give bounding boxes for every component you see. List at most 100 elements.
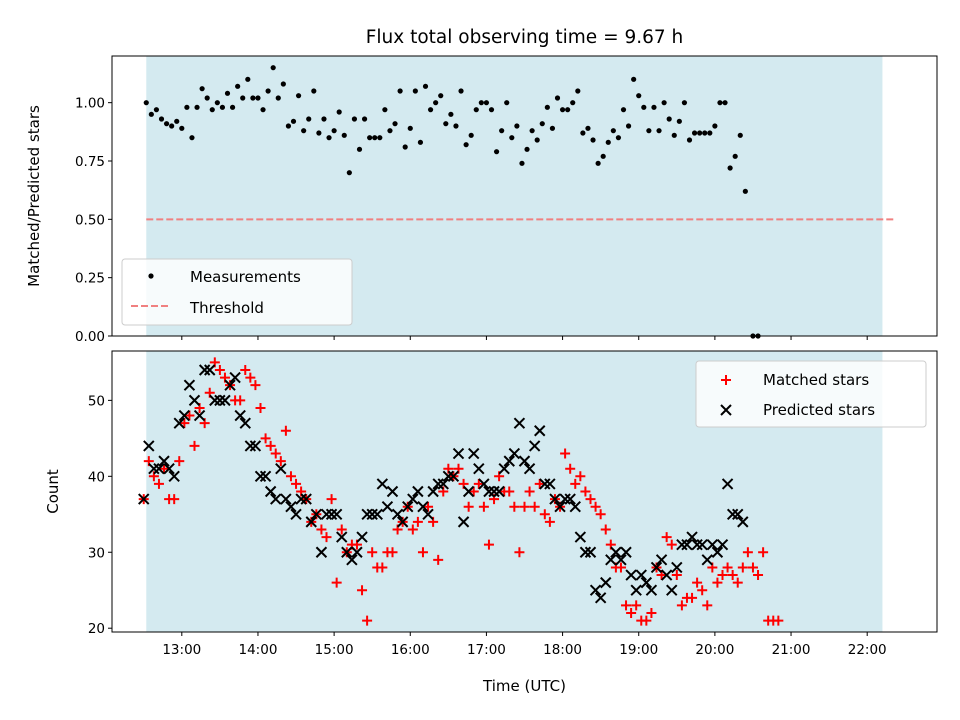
matched-star-point <box>671 570 682 581</box>
predicted-star-point <box>574 531 587 543</box>
measurement-point <box>270 65 276 71</box>
matched-star-point <box>666 539 677 550</box>
measurement-point <box>306 116 312 122</box>
measurement-point <box>194 104 200 110</box>
legend-threshold-label: Threshold <box>189 299 264 317</box>
measurement-point <box>575 88 581 94</box>
matched-star-point <box>387 547 398 558</box>
chart-title: Flux total observing time = 9.67 h <box>366 27 684 48</box>
measurement-point <box>585 125 591 131</box>
predicted-star-point <box>346 554 358 566</box>
predicted-star-point <box>721 478 734 490</box>
matched-star-point <box>524 486 535 497</box>
predicted-star-point <box>620 546 632 558</box>
matched-star-point <box>615 562 626 573</box>
matched-star-point <box>742 547 753 558</box>
measurement-point <box>539 121 545 127</box>
predicted-star-point <box>275 463 287 475</box>
measurement-point <box>331 128 337 134</box>
x-tick-label: 22:00 <box>848 642 887 658</box>
predicted-star-point <box>168 470 180 483</box>
predicted-star-point <box>356 531 368 543</box>
measurement-point <box>250 95 256 101</box>
legend-box <box>121 258 353 326</box>
measurement-point <box>712 123 718 129</box>
measurement-point <box>275 95 281 101</box>
matched-star-point <box>585 494 596 505</box>
predicted-star-point <box>193 409 206 422</box>
measurement-point <box>483 100 490 106</box>
measurement-point <box>478 100 484 106</box>
predicted-star-point <box>625 569 637 581</box>
predicted-star-point <box>559 493 571 505</box>
matched-star-point <box>692 577 703 588</box>
predicted-star-point <box>432 478 444 490</box>
predicted-star-point <box>706 538 719 551</box>
matched-star-point <box>565 463 576 474</box>
measurement-point <box>189 135 195 141</box>
predicted-star-point <box>488 485 500 498</box>
matched-star-point <box>240 364 251 375</box>
predicted-star-point <box>427 485 439 498</box>
measurement-point <box>433 100 439 106</box>
measurement-point <box>280 81 286 87</box>
matched-star-point <box>727 570 738 581</box>
measurement-point <box>651 104 657 110</box>
predicted-star-point <box>407 493 419 505</box>
predicted-star-point <box>143 440 155 452</box>
measurement-point <box>554 95 561 101</box>
predicted-star-point <box>716 538 729 551</box>
measurement-point <box>229 104 236 110</box>
predicted-star-point <box>173 417 185 429</box>
measurement-point <box>595 160 601 166</box>
matched-star-point <box>722 562 733 573</box>
predicted-star-point <box>640 576 653 589</box>
predicted-star-point <box>437 478 449 490</box>
legend-measurements-marker <box>148 273 154 279</box>
measurement-point <box>499 128 505 134</box>
matched-star-point <box>504 486 515 497</box>
matched-star-point <box>214 364 225 375</box>
measurement-point <box>686 137 693 143</box>
matched-star-point <box>433 554 444 565</box>
matched-star-point <box>250 380 261 391</box>
measurement-point <box>453 123 459 129</box>
predicted-star-point <box>478 478 490 490</box>
predicted-star-point <box>498 463 510 475</box>
measurement-point <box>691 130 698 136</box>
predicted-star-point <box>330 508 343 520</box>
measurement-point <box>565 107 571 113</box>
matched-star-point <box>529 501 540 512</box>
matched-star-point <box>773 615 784 626</box>
matched-star-point <box>331 577 342 588</box>
matched-star-point <box>174 456 185 467</box>
predicted-star-point <box>610 546 622 558</box>
matched-star-point <box>265 440 276 451</box>
predicted-star-point <box>351 546 363 558</box>
matched-star-point <box>473 478 484 489</box>
measurement-point <box>422 83 429 89</box>
matched-star-point <box>570 478 581 489</box>
matched-star-point <box>483 539 494 550</box>
top-legend: Measurements Threshold <box>121 258 353 326</box>
predicted-star-point <box>630 584 642 596</box>
matched-star-point <box>560 448 571 459</box>
predicted-star-point <box>229 371 241 384</box>
measurement-point <box>336 109 342 115</box>
predicted-star-point <box>508 447 521 460</box>
predicted-star-point <box>244 440 257 452</box>
bottom-data-marks <box>138 357 784 626</box>
matched-star-point <box>737 562 748 573</box>
measurement-point <box>570 100 576 106</box>
predicted-star-point <box>310 508 323 520</box>
predicted-star-point <box>320 508 333 520</box>
predicted-star-point <box>468 447 480 460</box>
x-tick-label: 18:00 <box>543 642 582 658</box>
y-tick-label: 0.75 <box>75 154 105 170</box>
top-y-axis-label: Matched/Predicted stars <box>25 105 43 287</box>
matched-star-point <box>478 501 489 512</box>
measurement-point <box>509 135 515 141</box>
measurement-point <box>417 139 424 145</box>
